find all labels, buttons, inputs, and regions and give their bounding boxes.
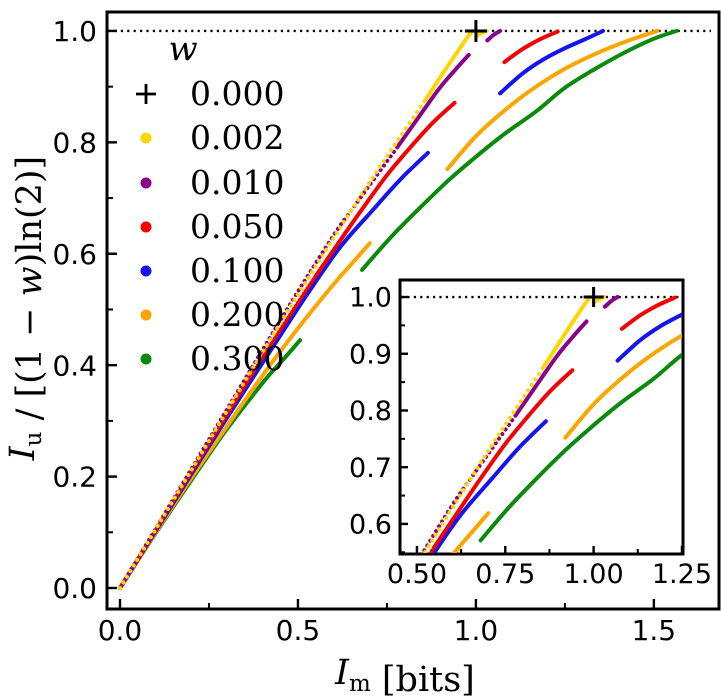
series-0.010 (485, 28, 503, 43)
dot-marker-icon (140, 309, 152, 321)
plus-marker-icon (136, 84, 156, 104)
dot-marker-icon (140, 265, 152, 277)
series-0.010 (420, 413, 518, 553)
legend-label: 0.100 (190, 251, 284, 290)
y-tick-label: 1.0 (349, 283, 392, 314)
y-tick-label: 0.4 (52, 349, 97, 382)
series-0.050 (502, 29, 560, 65)
y-tick-label: 0.9 (349, 339, 392, 370)
y-tick-label: 1.0 (52, 15, 97, 48)
legend-row: 0.300 (140, 339, 284, 378)
w0-plus-marker (464, 19, 487, 42)
legend-label: 0.002 (190, 118, 284, 157)
series-0.200 (563, 333, 682, 440)
main-axes: 0.0 0.5 1.0 1.5 0.0 0.2 0.4 0.6 0.8 1.0 (52, 10, 721, 647)
series-0.300 (360, 28, 679, 272)
x-axis-label: Im [bits] (334, 653, 475, 697)
y-tick-label: 0.2 (52, 461, 97, 494)
y-tick-label: 0.8 (52, 126, 97, 159)
x-tick-label: 0.5 (276, 614, 321, 647)
axes-frame (398, 278, 685, 556)
series-0.010 (513, 319, 589, 417)
x-tick-label: 1.00 (564, 559, 624, 590)
dot-marker-icon (140, 132, 152, 144)
legend: w 0.000 0.002 0.010 0.050 0.100 0.200 0.300 (136, 29, 284, 378)
axis-labels: Im [bits] Iu / [(1 − w)ln(2)] (3, 156, 475, 697)
series-0.010 (602, 295, 620, 309)
x-tick-label: 0.0 (98, 614, 143, 647)
y-tick-label: 0.6 (349, 510, 392, 541)
x-tick-label: 1.5 (632, 614, 677, 647)
legend-row: 0.000 (136, 74, 284, 113)
y-tick-label: 0.7 (349, 453, 392, 484)
x-tick-label: 0.75 (475, 559, 535, 590)
legend-title: w (168, 29, 197, 69)
y-tick-label: 0.8 (349, 396, 392, 427)
y-tick-label: 0.6 (52, 238, 97, 271)
inset-axes: 0.50 0.75 1.00 1.25 0.6 0.7 0.8 0.9 1.0 (349, 278, 712, 590)
dot-marker-icon (140, 221, 152, 233)
series-0.002 (118, 96, 429, 590)
axes-frame (105, 10, 721, 611)
series-0.002 (542, 295, 593, 369)
series-0.200 (451, 511, 491, 553)
legend-row: 0.050 (140, 207, 284, 246)
legend-row: 0.002 (140, 118, 284, 157)
legend-label: 0.050 (190, 207, 284, 246)
y-axis-label: Iu / [(1 − w)ln(2)] (3, 156, 50, 461)
legend-label: 0.000 (190, 74, 284, 113)
series-0.100 (615, 312, 682, 363)
main-curves (108, 19, 711, 590)
series-0.010 (395, 52, 471, 149)
series-0.002 (424, 28, 475, 101)
w0-plus-marker (583, 287, 604, 308)
y-tick-label: 0.0 (52, 572, 97, 605)
x-tick-label: 0.50 (387, 559, 447, 590)
series-0.200 (445, 28, 660, 172)
series-0.100 (498, 28, 605, 96)
legend-label: 0.300 (190, 339, 284, 378)
legend-label: 0.010 (190, 163, 284, 202)
series-0.050 (619, 295, 677, 331)
series-0.002 (422, 364, 547, 553)
series-0.100 (431, 419, 548, 553)
x-tick-label: 1.25 (652, 559, 712, 590)
dot-marker-icon (140, 353, 152, 365)
legend-label: 0.200 (190, 295, 284, 334)
series-0.050 (432, 368, 575, 549)
series-0.050 (313, 100, 457, 278)
y-axis-label-group: Iu / [(1 − w)ln(2)] (3, 156, 50, 461)
legend-row: 0.200 (140, 295, 284, 334)
x-tick-label: 1.0 (454, 614, 499, 647)
legend-row: 0.010 (140, 163, 284, 202)
inset-curves (401, 287, 682, 553)
dot-marker-icon (140, 177, 152, 189)
legend-row: 0.100 (140, 251, 284, 290)
series-0.300 (478, 352, 682, 543)
